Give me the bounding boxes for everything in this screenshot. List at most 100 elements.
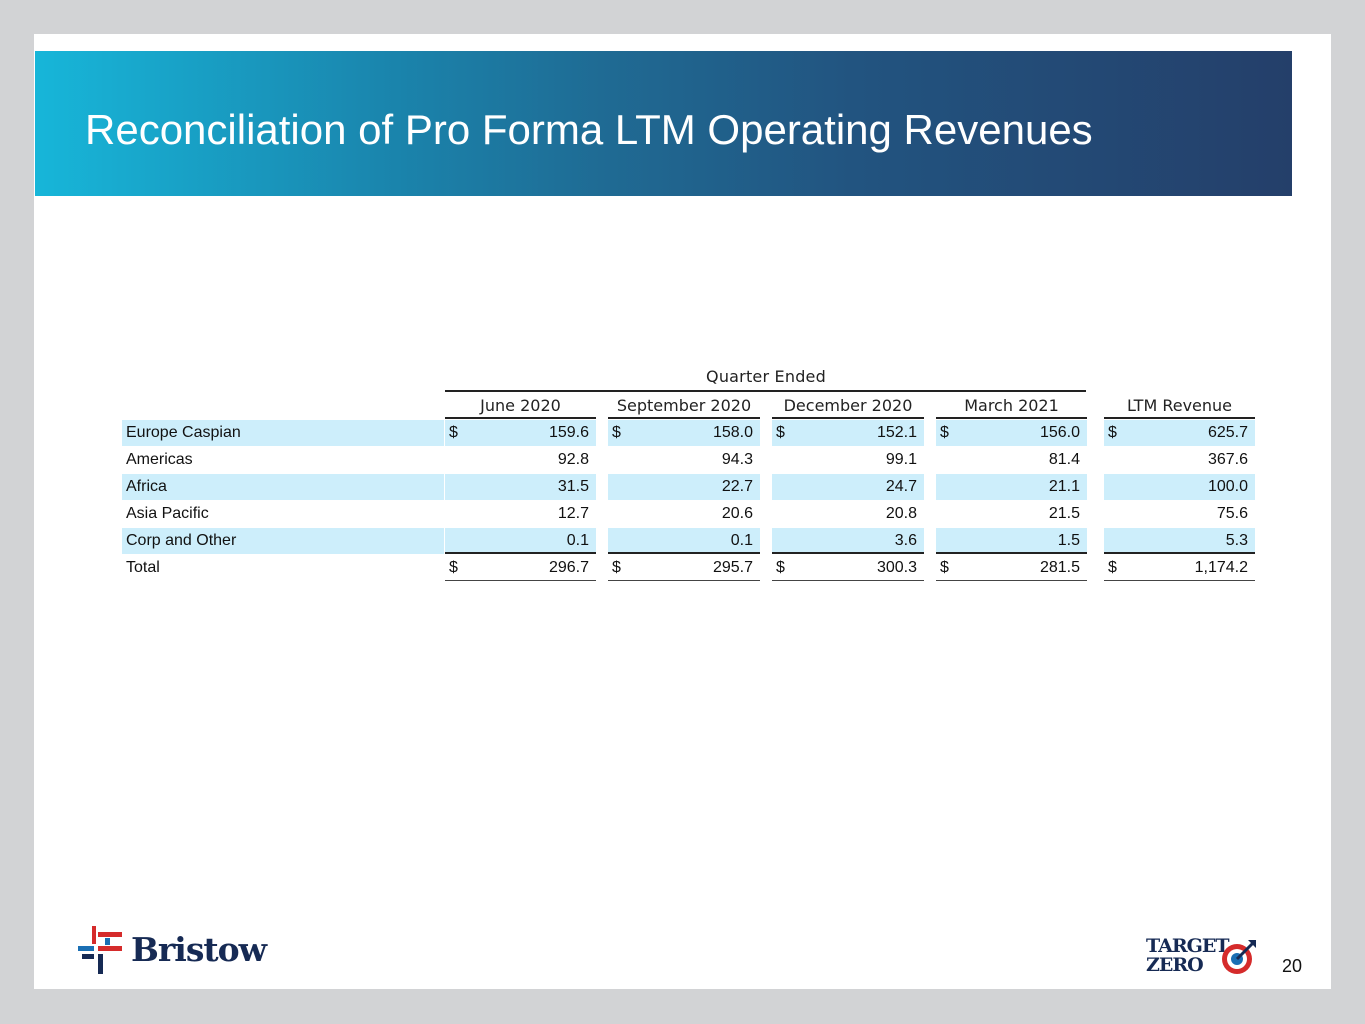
row-label: Corp and Other	[126, 532, 237, 549]
currency-symbol: $	[1108, 559, 1117, 576]
row-band	[122, 420, 444, 446]
total-rule	[608, 580, 760, 581]
row-band	[936, 474, 1087, 500]
col-header-march-2021: March 2021	[964, 396, 1059, 415]
cell-value: 12.7	[557, 505, 589, 522]
row-label: Africa	[126, 478, 167, 495]
row-band	[936, 528, 1087, 554]
cell-value: 22.7	[721, 478, 753, 495]
subtotal-rule	[1104, 552, 1255, 554]
slide: Reconciliation of Pro Forma LTM Operatin…	[34, 34, 1331, 989]
cell-value: 21.5	[1048, 505, 1080, 522]
bristow-wordmark: Bristow	[131, 930, 267, 969]
row-band	[445, 420, 596, 446]
total-rule	[772, 580, 924, 581]
col-header-september-2020: September 2020	[616, 396, 752, 415]
cell-value: 5.3	[1225, 532, 1248, 549]
subtotal-rule	[608, 552, 760, 554]
target-zero-line1: TARGET	[1146, 935, 1229, 957]
row-band	[1104, 420, 1255, 446]
table-row: Europe Caspian $ 159.6 $ 158.0 $ 152.1 $…	[122, 420, 1255, 446]
cell-value: 300.3	[876, 559, 917, 576]
currency-symbol: $	[1108, 424, 1117, 441]
row-label: Europe Caspian	[126, 424, 241, 441]
bristow-mark-icon	[78, 926, 122, 974]
row-label: Americas	[126, 451, 193, 468]
cell-value: 296.7	[548, 559, 589, 576]
cell-value: 159.6	[548, 424, 589, 441]
cell-value: 99.1	[885, 451, 917, 468]
total-rule	[936, 580, 1087, 581]
currency-symbol: $	[776, 559, 785, 576]
cell-value: 295.7	[712, 559, 753, 576]
cell-value: 94.3	[721, 451, 753, 468]
page-number: 20	[1282, 956, 1303, 976]
title-banner: Reconciliation of Pro Forma LTM Operatin…	[35, 51, 1292, 196]
bristow-logo: Bristow	[76, 924, 267, 976]
cell-value: 158.0	[712, 424, 753, 441]
total-row: Total $ 296.7 $ 295.7 $ 300.3 $ 281.5 $ …	[122, 555, 1255, 581]
col-header-june-2020: June 2020	[480, 396, 561, 415]
quarter-ended-header: Quarter Ended	[706, 367, 826, 386]
row-band	[122, 528, 444, 554]
total-rule	[1104, 580, 1255, 581]
cell-value: 75.6	[1216, 505, 1248, 522]
cell-value: 281.5	[1039, 559, 1080, 576]
cell-value: 152.1	[876, 424, 917, 441]
cell-value: 1,174.2	[1194, 559, 1248, 576]
cell-value: 100.0	[1207, 478, 1248, 495]
table-row: Americas 92.8 94.3 99.1 81.4 367.6	[122, 447, 1255, 473]
row-band	[772, 420, 924, 446]
row-band	[772, 528, 924, 554]
currency-symbol: $	[776, 424, 785, 441]
cell-value: 0.1	[730, 532, 753, 549]
row-band	[445, 528, 596, 554]
cell-value: 20.6	[721, 505, 753, 522]
target-icon	[1222, 940, 1256, 974]
col-rule-december	[772, 417, 924, 419]
currency-symbol: $	[940, 559, 949, 576]
row-band	[608, 420, 760, 446]
cell-value: 21.1	[1048, 478, 1080, 495]
table-row: Africa 31.5 22.7 24.7 21.1 100.0	[122, 474, 1255, 500]
row-band	[608, 528, 760, 554]
cell-value: 156.0	[1039, 424, 1080, 441]
currency-symbol: $	[612, 424, 621, 441]
cell-value: 31.5	[557, 478, 589, 495]
currency-symbol: $	[449, 559, 458, 576]
quarter-ended-rule	[445, 390, 1086, 392]
col-header-ltm-revenue: LTM Revenue	[1126, 396, 1233, 415]
row-label: Asia Pacific	[126, 505, 209, 522]
row-band	[1104, 528, 1255, 554]
page-title: Reconciliation of Pro Forma LTM Operatin…	[85, 106, 1093, 153]
subtotal-rule	[936, 552, 1087, 554]
currency-symbol: $	[449, 424, 458, 441]
cell-value: 625.7	[1207, 424, 1248, 441]
row-band	[445, 474, 596, 500]
subtotal-rule	[445, 552, 596, 554]
cell-value: 81.4	[1048, 451, 1080, 468]
total-rule	[445, 580, 596, 581]
col-header-december-2020: December 2020	[783, 396, 913, 415]
cell-value: 1.5	[1057, 532, 1080, 549]
col-rule-march	[936, 417, 1087, 419]
col-rule-ltm	[1104, 417, 1255, 419]
row-band	[122, 474, 444, 500]
cell-value: 92.8	[557, 451, 589, 468]
col-rule-june	[445, 417, 596, 419]
row-label: Total	[126, 559, 160, 576]
subtotal-rule	[772, 552, 924, 554]
table-row: Corp and Other 0.1 0.1 3.6 1.5 5.3	[122, 528, 1255, 554]
target-zero-line2: ZERO	[1146, 954, 1204, 976]
row-band	[936, 420, 1087, 446]
cell-value: 367.6	[1207, 451, 1248, 468]
row-band	[1104, 474, 1255, 500]
cell-value: 24.7	[885, 478, 917, 495]
row-band	[608, 474, 760, 500]
col-rule-september	[608, 417, 760, 419]
cell-value: 0.1	[566, 532, 589, 549]
cell-value: 3.6	[894, 532, 917, 549]
target-zero-logo: TARGET ZERO	[1144, 934, 1260, 980]
currency-symbol: $	[940, 424, 949, 441]
table-row: Asia Pacific 12.7 20.6 20.8 21.5 75.6	[122, 501, 1255, 527]
